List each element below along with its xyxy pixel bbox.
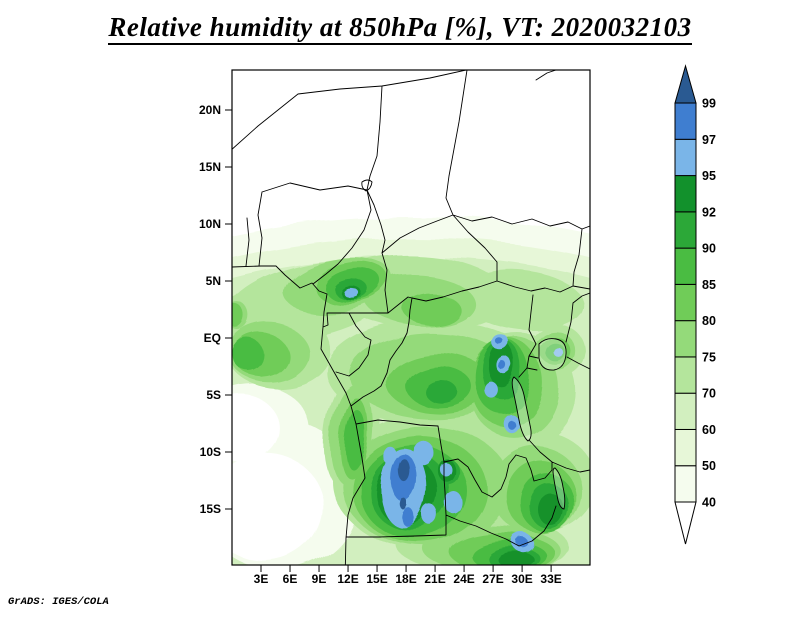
colorbar-tick-label: 75 [702, 350, 716, 364]
colorbar-tick-label: 40 [702, 496, 716, 510]
colorbar-legend: 40 50 60 70 75 80 85 90 92 95 97 99 [674, 64, 716, 545]
colorbar-tick-label: 90 [702, 242, 716, 256]
rh-contour-blob [440, 463, 453, 478]
colorbar-segment [674, 175, 697, 213]
colorbar-segment [674, 211, 697, 249]
colorbar-tick-label: 50 [702, 459, 716, 473]
lat-tick-label: 5N [206, 274, 221, 288]
colorbar-segment [674, 138, 697, 177]
rh-contour-blob [500, 363, 509, 373]
lon-tick-label: 18E [395, 572, 416, 586]
colorbar-segment [674, 356, 697, 394]
lon-tick-label: 3E [254, 572, 269, 586]
rh-contour-blob [413, 441, 435, 467]
lon-tick-label: 21E [424, 572, 445, 586]
lon-tick-label: 30E [511, 572, 532, 586]
colorbar-arrow-low [674, 501, 697, 545]
lon-tick-label: 27E [482, 572, 503, 586]
lat-tick-label: 10N [199, 217, 221, 231]
rh-contour-blob [344, 288, 360, 299]
colorbar-arrow-high [674, 64, 697, 104]
latitude-axis: 20N 15N 10N 5N EQ 5S 10S 15S [199, 103, 232, 516]
colorbar-segment [674, 102, 697, 140]
colorbar-tick-label: 99 [702, 97, 716, 111]
map-frame [231, 69, 591, 566]
lon-tick-label: 33E [540, 572, 561, 586]
rh-contour-blob [423, 379, 457, 402]
grads-credit: GrADS: IGES/COLA [8, 596, 109, 608]
rh-contour-blob [516, 537, 528, 547]
rh-contour-blob [344, 410, 365, 469]
lat-tick-label: EQ [204, 331, 221, 345]
humidity-contour-fills [232, 216, 590, 565]
country-border-lines [232, 70, 590, 565]
rh-contour-blob [486, 383, 500, 400]
rh-contour-blob [496, 550, 533, 565]
rh-contour-blob [232, 304, 245, 328]
lat-tick-label: 20N [199, 103, 221, 117]
colorbar-tick-label: 92 [702, 205, 716, 219]
rh-contour-blob [460, 270, 584, 331]
rh-contour-blob [554, 348, 564, 358]
lon-tick-label: 12E [337, 572, 358, 586]
rh-contour-blob [404, 293, 461, 326]
colorbar-tick-label: 70 [702, 387, 716, 401]
rh-contour-blob [232, 453, 324, 563]
rh-contour-blob [232, 395, 280, 462]
lat-tick-label: 10S [200, 445, 221, 459]
rh-contour-blob [508, 421, 517, 431]
lon-tick-label: 15E [366, 572, 387, 586]
lat-tick-label: 5S [206, 388, 221, 402]
colorbar-segment [674, 283, 697, 322]
colorbar-tick-label: 80 [702, 314, 716, 328]
rh-contour-blob [382, 446, 397, 465]
colorbar-tick-label: 60 [702, 423, 716, 437]
colorbar-segment [674, 392, 697, 430]
colorbar-segment [674, 247, 697, 285]
rh-contour-blob [496, 339, 505, 346]
rh-contour-blob [232, 338, 263, 370]
lat-tick-label: 15S [200, 502, 221, 516]
lat-tick-label: 15N [199, 160, 221, 174]
colorbar-tick-label: 85 [702, 278, 716, 292]
lon-tick-label: 24E [453, 572, 474, 586]
rh-contour-blob [537, 493, 563, 525]
lakes-outline [511, 338, 567, 510]
colorbar-segment [674, 320, 697, 358]
rh-contour-blob [400, 498, 408, 511]
colorbar-segment [674, 428, 697, 467]
colorbar-tick-label: 95 [702, 169, 716, 183]
humidity-shading-field [232, 216, 590, 565]
map-overlay [232, 70, 590, 565]
colorbar-tick-label: 97 [702, 133, 716, 147]
longitude-axis: 3E 6E 9E 12E 15E 18E 21E 24E 27E 30E 33E [254, 565, 562, 586]
rh-contour-blob [398, 458, 410, 482]
lon-tick-label: 9E [312, 572, 327, 586]
plot-title-text: Relative humidity at 850hPa [%], VT: 202… [108, 12, 692, 45]
rh-contour-blob [424, 506, 440, 528]
plot-title: Relative humidity at 850hPa [%], VT: 202… [0, 12, 800, 45]
rh-contour-blob [446, 493, 465, 516]
colorbar-segment [674, 465, 697, 503]
rh-contour-blob [402, 508, 416, 528]
lon-tick-label: 6E [283, 572, 298, 586]
